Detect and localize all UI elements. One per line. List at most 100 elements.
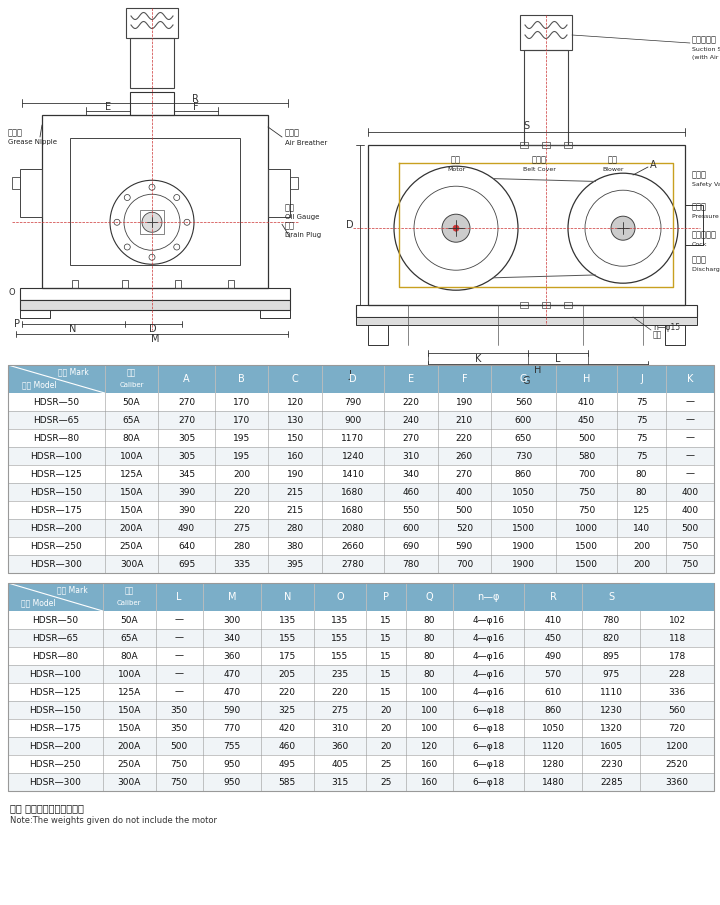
- Text: 150: 150: [287, 433, 304, 443]
- Text: 1500: 1500: [575, 559, 598, 568]
- Text: 270: 270: [402, 433, 419, 443]
- Text: —: —: [685, 397, 694, 406]
- Text: 口径: 口径: [125, 586, 134, 595]
- Text: 6—φ18: 6—φ18: [472, 759, 505, 768]
- Text: —: —: [175, 670, 184, 679]
- Text: 80A: 80A: [122, 433, 140, 443]
- Text: 250A: 250A: [120, 541, 143, 550]
- Text: Motor: Motor: [447, 167, 465, 172]
- Text: 195: 195: [233, 433, 250, 443]
- Text: O: O: [336, 592, 343, 602]
- Text: L: L: [555, 354, 561, 364]
- Text: 皮带罩: 皮带罩: [531, 156, 546, 165]
- Text: 280: 280: [287, 523, 304, 532]
- Bar: [520, 302, 528, 308]
- Text: 15: 15: [380, 652, 392, 661]
- Bar: [290, 177, 298, 189]
- Text: 550: 550: [402, 506, 419, 515]
- Text: 590: 590: [223, 706, 240, 715]
- Text: Cock: Cock: [692, 242, 708, 246]
- Text: 240: 240: [402, 415, 419, 424]
- Text: HDSR—250: HDSR—250: [30, 759, 81, 768]
- Text: 155: 155: [331, 652, 348, 661]
- Text: 15: 15: [380, 634, 392, 643]
- Bar: [356, 305, 697, 317]
- Text: 记号 Mark: 记号 Mark: [57, 586, 88, 595]
- Bar: [130, 38, 174, 88]
- Bar: [368, 325, 388, 345]
- Text: 560: 560: [668, 706, 685, 715]
- Text: 460: 460: [279, 741, 296, 750]
- Text: 750: 750: [171, 759, 188, 768]
- Circle shape: [184, 219, 190, 225]
- Text: 350: 350: [171, 723, 188, 732]
- Text: HDSR—100: HDSR—100: [30, 452, 82, 461]
- Text: 950: 950: [223, 759, 240, 768]
- Text: 200: 200: [233, 470, 250, 479]
- Text: 125A: 125A: [120, 470, 143, 479]
- Text: 470: 470: [223, 670, 240, 679]
- Bar: [8, 583, 714, 611]
- Text: 220: 220: [233, 488, 250, 497]
- Text: 205: 205: [279, 670, 296, 679]
- Bar: [140, 210, 164, 234]
- Text: 65A: 65A: [120, 634, 138, 643]
- Text: 1680: 1680: [341, 506, 364, 515]
- Text: 275: 275: [331, 706, 348, 715]
- Text: 118: 118: [668, 634, 685, 643]
- Text: E: E: [105, 102, 111, 112]
- Text: HDSR—65: HDSR—65: [32, 634, 78, 643]
- Text: HDSR—100: HDSR—100: [30, 670, 81, 679]
- Bar: [520, 142, 528, 148]
- Bar: [564, 142, 572, 148]
- Bar: [268, 169, 290, 217]
- Text: 490: 490: [545, 652, 562, 661]
- Text: 520: 520: [456, 523, 473, 532]
- Text: 500: 500: [456, 506, 473, 515]
- Text: 580: 580: [578, 452, 595, 461]
- Text: 160: 160: [421, 759, 438, 768]
- Text: 460: 460: [402, 488, 419, 497]
- Text: 700: 700: [456, 559, 473, 568]
- Text: Drain Plug: Drain Plug: [285, 233, 321, 238]
- Text: 200: 200: [633, 559, 650, 568]
- Text: HDSR—50: HDSR—50: [32, 615, 78, 624]
- Bar: [12, 177, 20, 189]
- Text: H: H: [582, 374, 590, 384]
- Text: Suction Silencer: Suction Silencer: [692, 46, 720, 52]
- Text: 重量: 重量: [672, 586, 682, 595]
- Text: 335: 335: [233, 559, 250, 568]
- Text: 15: 15: [380, 688, 392, 697]
- Bar: [228, 280, 234, 288]
- Text: L: L: [176, 592, 182, 602]
- Text: 4—φ16: 4—φ16: [473, 634, 505, 643]
- Text: Pressure Gauge: Pressure Gauge: [692, 214, 720, 218]
- Text: 型式 Model: 型式 Model: [21, 598, 55, 607]
- Text: 300: 300: [223, 615, 240, 624]
- Text: 1320: 1320: [600, 723, 623, 732]
- Bar: [8, 737, 714, 755]
- Text: 4—φ16: 4—φ16: [473, 615, 505, 624]
- Text: 2780: 2780: [341, 559, 364, 568]
- Text: 螺孔: 螺孔: [653, 330, 662, 339]
- Text: 150A: 150A: [117, 723, 141, 732]
- Text: Caliber: Caliber: [117, 600, 141, 606]
- Text: 700: 700: [578, 470, 595, 479]
- Text: 190: 190: [287, 470, 304, 479]
- Bar: [8, 411, 714, 429]
- Text: 20: 20: [380, 706, 392, 715]
- Text: HDSR—125: HDSR—125: [30, 470, 82, 479]
- Text: 1050: 1050: [512, 488, 535, 497]
- Text: 750: 750: [578, 488, 595, 497]
- Text: HDSR—150: HDSR—150: [30, 488, 82, 497]
- Bar: [8, 365, 714, 573]
- Text: 1200: 1200: [666, 741, 688, 750]
- Text: 1170: 1170: [341, 433, 364, 443]
- Bar: [542, 302, 550, 308]
- Circle shape: [125, 244, 130, 250]
- Text: 1410: 1410: [341, 470, 364, 479]
- Text: C: C: [292, 374, 299, 384]
- Bar: [542, 142, 550, 148]
- Circle shape: [174, 244, 180, 250]
- Text: 360: 360: [331, 741, 348, 750]
